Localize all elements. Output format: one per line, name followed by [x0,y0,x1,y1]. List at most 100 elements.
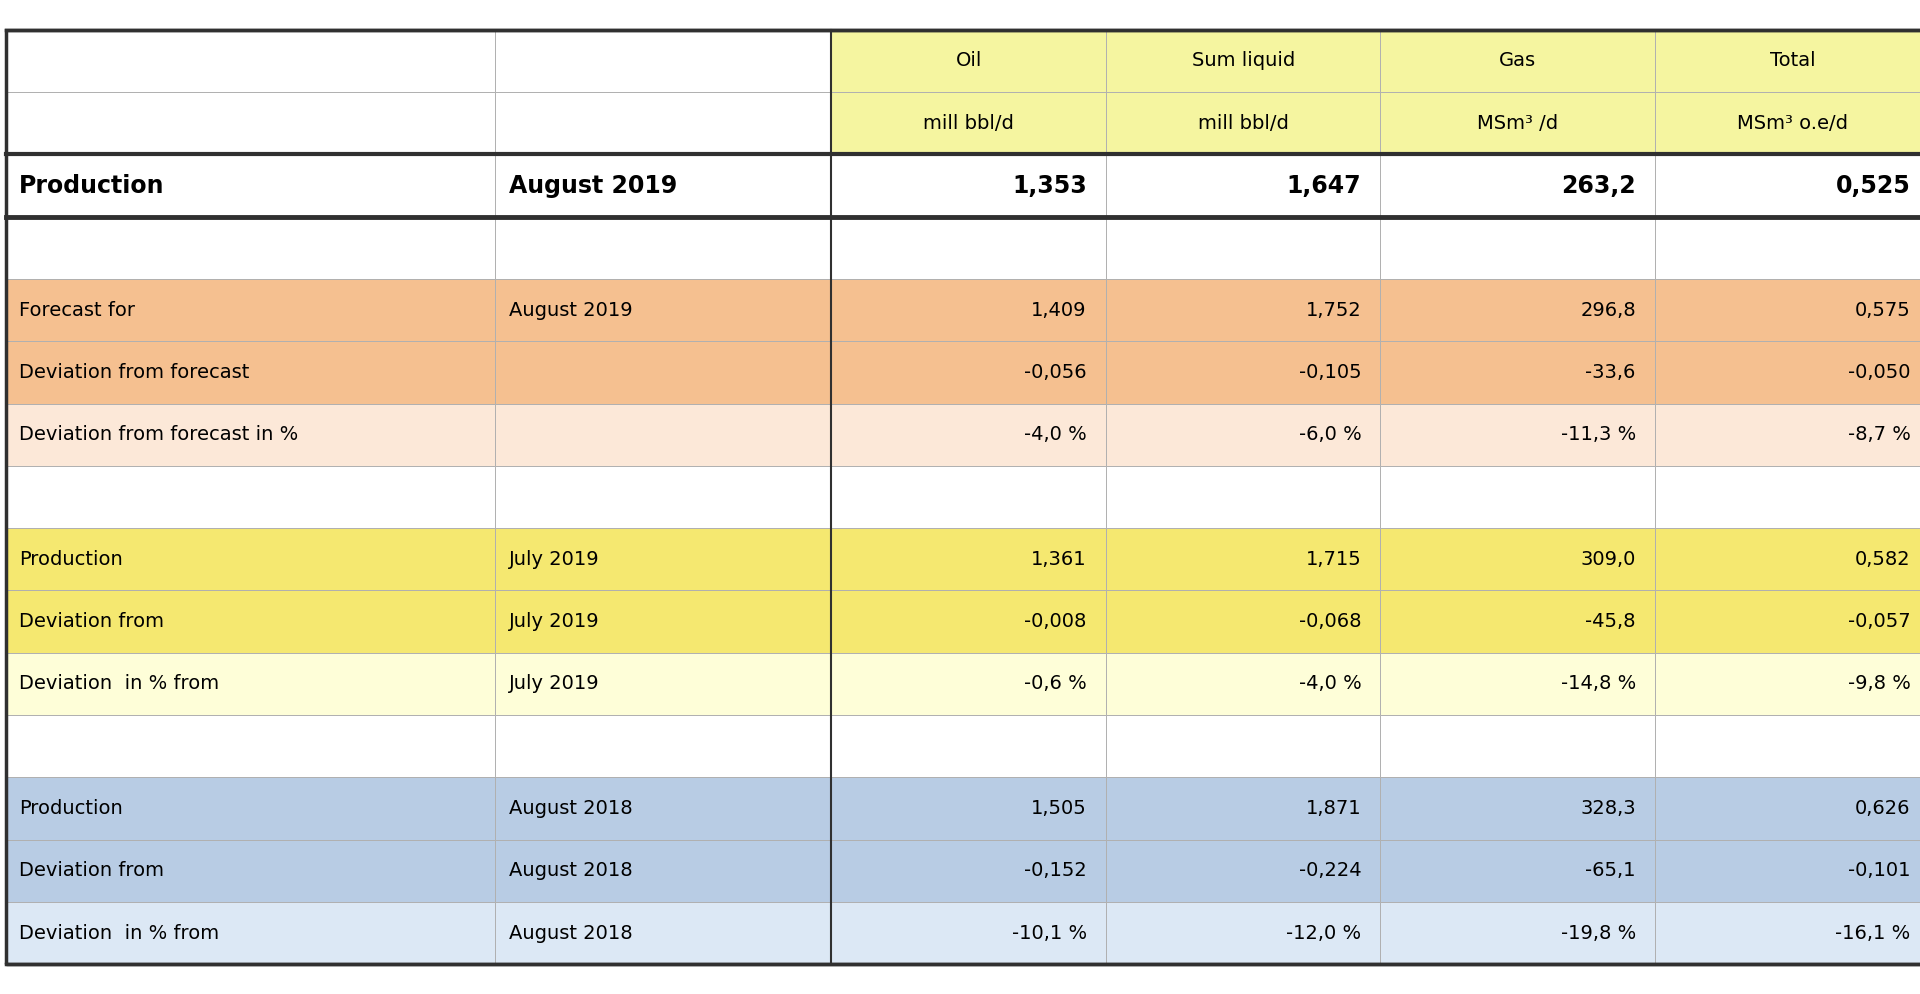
Bar [6,528,495,590]
Text: August 2018: August 2018 [509,861,632,881]
Bar [1380,528,1655,590]
Text: 0,575: 0,575 [1855,300,1910,320]
Text: August 2018: August 2018 [509,923,632,942]
Bar [1380,404,1655,466]
Text: 0,626: 0,626 [1855,799,1910,818]
Bar [1655,715,1920,777]
Text: 328,3: 328,3 [1580,799,1636,818]
Bar [495,217,831,279]
Bar [1655,30,1920,92]
Bar [1380,154,1655,217]
Bar [831,217,1106,279]
Bar [1380,590,1655,653]
Bar [1655,466,1920,528]
Text: Deviation  in % from: Deviation in % from [19,923,219,942]
Text: 1,409: 1,409 [1031,300,1087,320]
Bar [6,404,495,466]
Text: August 2019: August 2019 [509,174,678,198]
Bar [1380,715,1655,777]
Text: -0,056: -0,056 [1023,363,1087,382]
Text: 1,505: 1,505 [1031,799,1087,818]
Bar [6,466,495,528]
Bar [1380,840,1655,902]
Bar [495,154,831,217]
Text: -9,8 %: -9,8 % [1847,674,1910,694]
Bar [1655,528,1920,590]
Text: Production: Production [19,174,165,198]
Bar [1655,653,1920,715]
Bar [6,30,495,92]
Bar [6,279,495,341]
Bar [1655,404,1920,466]
Bar [1106,154,1380,217]
Text: -14,8 %: -14,8 % [1561,674,1636,694]
Bar [495,715,831,777]
Text: 1,647: 1,647 [1286,174,1361,198]
Bar [831,590,1106,653]
Text: Deviation  in % from: Deviation in % from [19,674,219,694]
Bar [1106,466,1380,528]
Bar [1106,653,1380,715]
Text: Production: Production [19,550,123,569]
Bar [1655,840,1920,902]
Text: Oil: Oil [956,52,981,71]
Text: 1,871: 1,871 [1306,799,1361,818]
Text: 263,2: 263,2 [1561,174,1636,198]
Bar [6,341,495,404]
Text: -0,050: -0,050 [1847,363,1910,382]
Bar [1106,902,1380,964]
Text: Deviation from: Deviation from [19,612,165,631]
Text: 1,361: 1,361 [1031,550,1087,569]
Text: mill bbl/d: mill bbl/d [1198,113,1288,133]
Text: Deviation from: Deviation from [19,861,165,881]
Text: -45,8: -45,8 [1586,612,1636,631]
Text: -4,0 %: -4,0 % [1298,674,1361,694]
Bar [1655,154,1920,217]
Bar [495,840,831,902]
Text: -65,1: -65,1 [1586,861,1636,881]
Bar [831,653,1106,715]
Bar [495,92,831,154]
Text: -0,6 %: -0,6 % [1023,674,1087,694]
Text: -10,1 %: -10,1 % [1012,923,1087,942]
Bar [1106,715,1380,777]
Bar [6,590,495,653]
Bar [495,590,831,653]
Text: MSm³ o.e/d: MSm³ o.e/d [1738,113,1847,133]
Text: Sum liquid: Sum liquid [1192,52,1294,71]
Bar [495,341,831,404]
Bar [1655,92,1920,154]
Bar [1655,590,1920,653]
Bar [831,279,1106,341]
Text: -0,008: -0,008 [1025,612,1087,631]
Text: 1,353: 1,353 [1012,174,1087,198]
Bar [1380,279,1655,341]
Bar [6,92,495,154]
Bar [1106,341,1380,404]
Bar [6,715,495,777]
Bar [1106,92,1380,154]
Bar [495,30,831,92]
Bar [1655,217,1920,279]
Text: -0,068: -0,068 [1298,612,1361,631]
Text: -16,1 %: -16,1 % [1836,923,1910,942]
Bar [1106,404,1380,466]
Bar [495,902,831,964]
Text: -0,057: -0,057 [1847,612,1910,631]
Bar [1380,30,1655,92]
Text: Deviation from forecast in %: Deviation from forecast in % [19,425,298,444]
Text: mill bbl/d: mill bbl/d [924,113,1014,133]
Bar [1106,777,1380,840]
Text: Gas: Gas [1500,52,1536,71]
Text: August 2019: August 2019 [509,300,632,320]
Bar [1380,777,1655,840]
Text: Deviation from forecast: Deviation from forecast [19,363,250,382]
Bar [495,279,831,341]
Bar [831,404,1106,466]
Text: August 2018: August 2018 [509,799,632,818]
Text: July 2019: July 2019 [509,674,599,694]
Bar [1106,528,1380,590]
Text: -0,105: -0,105 [1298,363,1361,382]
Bar [495,653,831,715]
Bar [1655,777,1920,840]
